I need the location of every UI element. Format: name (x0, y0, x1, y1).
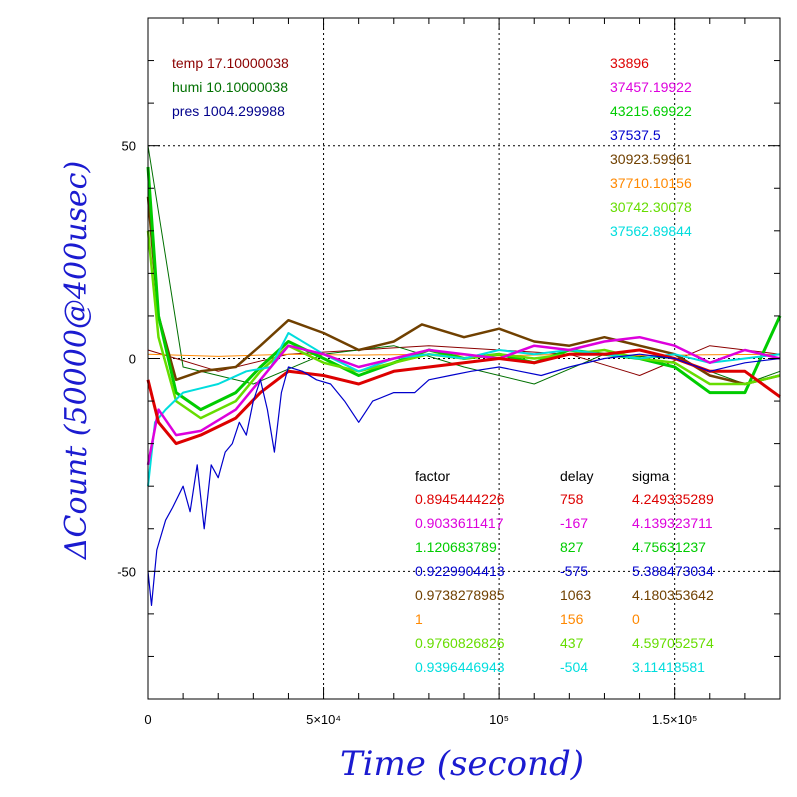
table-cell-factor: 0.9396446943 (415, 659, 505, 675)
env-label-2: pres 1004.299988 (172, 103, 285, 119)
table-cell-factor: 0.9229904413 (415, 563, 505, 579)
table-cell-factor: 0.8945444226 (415, 491, 505, 507)
table-cell-sigma: 4.75631237 (632, 539, 706, 555)
fit-table: factor delay sigma 0.8945444226 758 4.2493352… (415, 468, 714, 675)
environment-labels: temp 17.10000038 humi 10.10000038 pres 100… (172, 55, 289, 119)
table-cell-delay: 758 (560, 491, 584, 507)
series-line-7 (146, 335, 781, 466)
table-cell-sigma: 4.249335289 (632, 491, 714, 507)
table-cell-factor: 0.9033611417 (415, 515, 504, 531)
table-cell-delay: 156 (560, 611, 584, 627)
series-line-8 (146, 348, 781, 446)
env-label-1: humi 10.10000038 (172, 79, 288, 95)
table-cell-delay: -167 (560, 515, 588, 531)
reference-values: 33896 37457.19922 43215.69922 37537.5 30923.… (610, 55, 692, 239)
x-tick-label-2: 10⁵ (489, 712, 509, 727)
table-cell-sigma: 4.180353642 (632, 587, 714, 603)
reference-value-6: 30742.30078 (610, 199, 692, 215)
env-label-0: temp 17.10000038 (172, 55, 289, 71)
series-line-9 (147, 353, 781, 607)
table-cell-delay: 1063 (560, 587, 591, 603)
y-tick-label-0: 50 (122, 139, 136, 154)
table-header-delay: delay (560, 468, 593, 484)
y-tick-label-1: 0 (129, 352, 136, 367)
x-axis-title: Time (second) (340, 744, 584, 784)
table-header-factor: factor (415, 468, 450, 484)
y-tick-label-2: -50 (117, 564, 136, 579)
table-cell-delay: -575 (560, 563, 588, 579)
table-cell-delay: 437 (560, 635, 584, 651)
table-header-sigma: sigma (632, 468, 670, 484)
reference-value-5: 37710.10156 (610, 175, 692, 191)
x-tick-label-0: 0 (144, 712, 151, 727)
table-cell-delay: 827 (560, 539, 584, 555)
series-line-0 (147, 345, 781, 376)
tick-labels: 0 5×10⁴ 10⁵ 1.5×10⁵ 50 0 -50 (117, 139, 697, 727)
y-axis-title: ΔCount (50000@400usec) (59, 161, 94, 560)
reference-value-0: 33896 (610, 55, 649, 71)
series-layer (146, 145, 782, 607)
reference-value-7: 37562.89844 (610, 223, 692, 239)
table-cell-sigma: 4.139323711 (632, 515, 713, 531)
table-cell-sigma: 4.597052574 (632, 635, 714, 651)
table-cell-factor: 0.9738278985 (415, 587, 505, 603)
x-tick-label-3: 1.5×10⁵ (652, 712, 698, 727)
table-cell-factor: 1.120683789 (415, 539, 497, 555)
table-cell-sigma: 3.11418581 (632, 659, 705, 675)
table-cell-factor: 1 (415, 611, 423, 627)
reference-value-1: 37457.19922 (610, 79, 692, 95)
table-cell-delay: -504 (560, 659, 588, 675)
reference-value-3: 37537.5 (610, 127, 661, 143)
series-line-3 (146, 196, 781, 386)
reference-value-2: 43215.69922 (610, 103, 692, 119)
table-cell-sigma: 0 (632, 611, 640, 627)
x-tick-label-1: 5×10⁴ (306, 712, 341, 727)
table-cell-sigma: 5.388473034 (632, 563, 714, 579)
table-cell-factor: 0.9760826826 (415, 635, 505, 651)
ticks (147, 17, 781, 700)
reference-value-4: 30923.59961 (610, 151, 692, 167)
